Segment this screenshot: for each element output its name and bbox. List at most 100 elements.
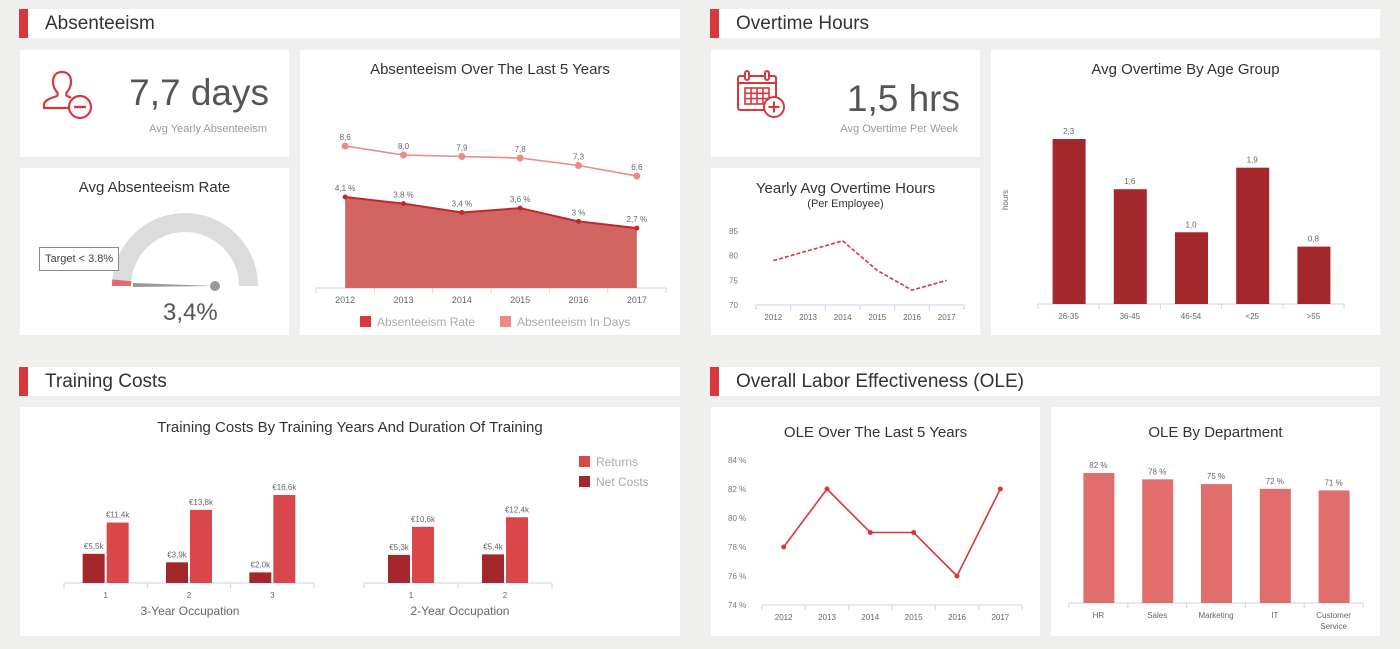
section-accent-bar <box>19 367 28 396</box>
area-absenteeism-rate <box>345 197 637 288</box>
kpi-label: Avg Yearly Absenteeism <box>149 123 267 135</box>
bar-net-costs <box>249 572 272 583</box>
line-absenteeism-days <box>345 145 637 177</box>
x-tick-label: 2015 <box>510 295 530 305</box>
x-tick-label: 2 <box>187 591 192 600</box>
data-label: 7,3 <box>573 153 585 162</box>
line-ole <box>783 487 1002 578</box>
bar-returns <box>106 522 129 583</box>
chart-title: Yearly Avg Overtime Hours <box>755 180 936 197</box>
data-label: 78 % <box>1148 467 1166 476</box>
data-label: 3,6 % <box>510 195 530 204</box>
section-title: Overtime Hours <box>736 13 870 34</box>
y-tick-label: 70 <box>729 301 738 310</box>
point-absenteeism-days <box>400 151 407 159</box>
data-label: 3,4 % <box>452 200 472 209</box>
bar-returns <box>273 495 296 583</box>
y-tick-label: 76 % <box>728 572 746 581</box>
data-label: 72 % <box>1266 477 1284 486</box>
x-tick-label: Customer <box>1316 611 1351 620</box>
x-tick-label: <25 <box>1245 312 1259 321</box>
bar-net-costs <box>388 554 410 583</box>
y-tick-label: 80 <box>729 252 738 261</box>
point-absenteeism-days <box>516 154 524 162</box>
legend-swatch <box>360 316 371 327</box>
x-tick-label: 2014 <box>834 313 852 322</box>
y-tick-label: 75 <box>729 276 738 285</box>
data-label: 82 % <box>1089 461 1107 470</box>
legend-net-costs[interactable]: Net Costs <box>579 475 649 489</box>
section-accent-bar <box>710 367 719 396</box>
bar <box>1201 484 1232 603</box>
data-label: 6,6 <box>631 163 643 172</box>
point-absenteeism-rate <box>634 225 640 231</box>
bar-net-costs <box>166 562 188 583</box>
section-header-absenteeism: Absenteeism <box>19 9 680 38</box>
x-tick-label: Sales <box>1147 611 1167 620</box>
point-absenteeism-days <box>458 153 466 160</box>
section-header-overtime: Overtime Hours <box>710 9 1380 38</box>
x-tick-label: 2012 <box>775 613 793 622</box>
data-label: €13,8k <box>189 498 214 507</box>
x-tick-label: 26-35 <box>1058 312 1079 321</box>
point-ole <box>781 544 787 550</box>
point-absenteeism-rate <box>342 194 348 200</box>
x-tick-label: 1 <box>409 591 414 600</box>
section-header-training: Training Costs <box>19 367 680 396</box>
x-tick-label: 2013 <box>818 613 836 622</box>
data-label: 7,8 <box>515 145 527 154</box>
x-tick-label: 3 <box>270 591 275 600</box>
point-absenteeism-rate <box>459 210 465 216</box>
x-tick-label: 2017 <box>991 613 1009 622</box>
y-tick-label: 82 % <box>728 485 746 494</box>
calendar-plus-icon <box>737 70 785 118</box>
point-absenteeism-days <box>341 142 349 150</box>
x-tick-label: Marketing <box>1198 611 1233 620</box>
chart-card-ole-dept: OLE By Department HR Sales Marketing IT Cust… <box>1051 407 1380 636</box>
data-label: €11,4k <box>106 511 130 520</box>
chart-card-yearly-overtime: Yearly Avg Overtime Hours (Per Employee)… <box>711 168 980 335</box>
section-title: Absenteeism <box>45 13 155 34</box>
legend-swatch <box>579 456 590 467</box>
x-tick-label: 2012 <box>335 295 355 305</box>
kpi-label: Avg Overtime Per Week <box>840 123 958 135</box>
point-ole <box>954 573 960 579</box>
x-tick-label: 2013 <box>799 313 817 322</box>
point-absenteeism-rate <box>401 201 406 207</box>
group-label-2year: 2-Year Occupation <box>410 604 510 618</box>
data-label: €2,0k <box>251 560 272 569</box>
x-tick-label: 2013 <box>393 295 413 305</box>
yearly-overtime-chart: 2012 2013 2014 2015 2016 2017 85 80 75 70 <box>729 227 965 322</box>
data-label: 0,8 <box>1308 235 1320 244</box>
x-tick-label: 2017 <box>627 295 647 305</box>
bar-returns <box>412 526 434 583</box>
data-label: 1,6 <box>1124 177 1136 186</box>
user-minus-icon <box>42 70 93 120</box>
chart-title: OLE By Department <box>1148 424 1283 441</box>
data-label: €10,6k <box>411 515 436 524</box>
legend-returns[interactable]: Returns <box>579 455 638 469</box>
chart-title: Avg Overtime By Age Group <box>1091 61 1280 78</box>
x-tick-label: 36-45 <box>1120 312 1141 321</box>
legend-absenteeism-days[interactable]: Absenteeism In Days <box>500 315 630 329</box>
chart-card-overtime-age: Avg Overtime By Age Group 26-35 36-45 46-5… <box>991 50 1380 335</box>
x-tick-label: 2012 <box>764 313 782 322</box>
point-ole <box>997 486 1003 492</box>
bar-net-costs <box>482 554 504 583</box>
kpi-card-absenteeism: 7,7 days Avg Yearly Absenteeism <box>20 50 289 157</box>
bar <box>1318 490 1350 603</box>
kpi-card-overtime: 1,5 hrs Avg Overtime Per Week <box>711 50 980 157</box>
ole-dept-chart: HR Sales Marketing IT Customer Service 82 % 78 … <box>1068 461 1364 631</box>
legend-absenteeism-rate[interactable]: Absenteeism Rate <box>360 315 475 329</box>
x-tick-label: 2015 <box>868 313 886 322</box>
data-label: €16,6k <box>272 483 297 492</box>
point-absenteeism-days <box>633 172 641 180</box>
y-axis-label: hours <box>1001 190 1010 210</box>
data-label: 75 % <box>1207 472 1225 481</box>
section-title: Training Costs <box>45 371 167 392</box>
chart-title: Absenteeism Over The Last 5 Years <box>370 61 610 78</box>
data-label: 8,6 <box>340 133 352 142</box>
line-overtime <box>773 239 947 292</box>
data-label: 7,9 <box>456 144 468 153</box>
bar <box>1083 473 1115 603</box>
